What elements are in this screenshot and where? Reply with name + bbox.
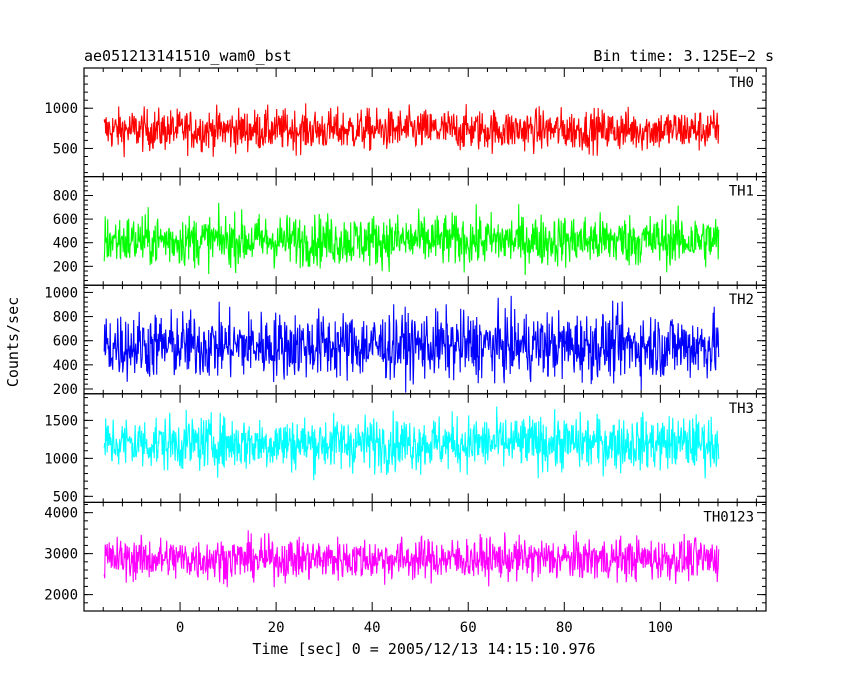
y-tick-label: 1000 — [44, 101, 78, 117]
chart-title: ae051213141510_wam0_bst — [84, 47, 292, 65]
x-axis-label: Time [sec] 0 = 2005/12/13 14:15:10.976 — [252, 640, 595, 658]
x-tick-label: 0 — [176, 620, 184, 636]
panel-label: TH0 — [729, 75, 754, 91]
y-tick-label: 800 — [53, 310, 78, 326]
x-tick-label: 60 — [460, 620, 477, 636]
y-tick-label: 500 — [53, 141, 78, 157]
panel-th0123: 2000 3000 4000 TH0123 — [44, 501, 767, 612]
chart-subtitle: Bin time: 3.125E−2 s — [593, 47, 774, 65]
y-tick-label: 500 — [53, 489, 78, 505]
y-tick-label: 600 — [53, 212, 78, 228]
x-tick-label: 100 — [648, 620, 673, 636]
y-tick-label: 600 — [53, 334, 78, 350]
series-line-th3 — [103, 406, 720, 481]
y-tick-label: 1500 — [44, 413, 78, 429]
y-tick-label: 400 — [53, 236, 78, 252]
series-line-th2 — [103, 295, 720, 393]
y-tick-label: 4000 — [44, 506, 78, 522]
panel-label: TH1 — [729, 184, 754, 200]
panel-label: TH2 — [729, 292, 754, 308]
y-axis-label: Counts/sec — [4, 297, 22, 387]
y-tick-label: 2000 — [44, 588, 78, 604]
y-tick-label: 800 — [53, 188, 78, 204]
panel-label: TH0123 — [703, 509, 754, 525]
x-tick-label: 80 — [556, 620, 573, 636]
panel-th0: 500 1000 TH0 — [44, 67, 767, 178]
y-tick-label: 200 — [53, 259, 78, 275]
panel-th3: 500 1000 1500 TH3 — [44, 393, 767, 505]
panel-frame — [83, 501, 767, 612]
series-line-th1 — [103, 202, 720, 276]
panel-label: TH3 — [729, 401, 754, 417]
panel-th1: 200 400 600 800 TH1 — [53, 176, 767, 286]
x-tick-label: 40 — [364, 620, 381, 636]
series-line-th0123 — [103, 530, 720, 588]
y-tick-label: 400 — [53, 358, 78, 374]
y-tick-label: 1000 — [44, 451, 78, 467]
x-tick-label: 20 — [268, 620, 285, 636]
y-tick-label: 200 — [53, 382, 78, 398]
panel-th2: 200 400 600 800 1000 TH2 — [44, 284, 767, 398]
series-line-th0 — [103, 103, 720, 158]
y-tick-label: 1000 — [44, 285, 78, 301]
y-tick-label: 3000 — [44, 547, 78, 563]
